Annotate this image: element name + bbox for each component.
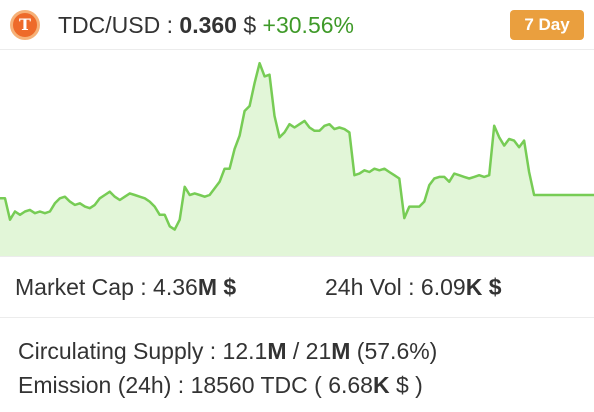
price-chart (0, 50, 594, 256)
circulating-supply-value: 12.1 (222, 338, 268, 364)
market-cap-stat: Market Cap : 4.36M $ (15, 273, 236, 301)
emission-amount: 18560 TDC ( 6.68 (190, 372, 373, 398)
volume-stat: 24h Vol : 6.09K $ (325, 273, 502, 301)
max-supply-unit: M (331, 338, 351, 364)
pair-separator: : (160, 12, 180, 38)
emission-unit: K (372, 372, 390, 398)
supply-slash: / (286, 338, 306, 364)
price-change-percent: +30.56% (262, 12, 354, 38)
chart-price-line (0, 61, 594, 231)
price-currency: $ (236, 12, 263, 38)
price-chart-svg (0, 61, 594, 256)
volume-label: 24h Vol : (325, 274, 421, 300)
market-cap-unit: M (197, 274, 217, 300)
price-header: T TDC/USD : 0.360 $ +30.56% 7 Day (0, 0, 594, 50)
emission-line: Emission (24h) : 18560 TDC ( 6.68K $ ) (18, 368, 437, 402)
supply-percent: (57.6%) (350, 338, 438, 364)
emission-tail: $ ) (389, 372, 423, 398)
supply-info: Circulating Supply : 12.1M / 21M (57.6%)… (18, 334, 437, 402)
price-title: TDC/USD : 0.360 $ +30.56% (58, 11, 354, 39)
coin-logo-icon: T (10, 10, 40, 40)
current-price: 0.360 (179, 12, 237, 38)
circulating-supply-line: Circulating Supply : 12.1M / 21M (57.6%) (18, 334, 437, 368)
chart-area-fill (0, 63, 594, 256)
volume-currency: $ (482, 274, 502, 300)
volume-unit: K (465, 274, 483, 300)
market-cap-label: Market Cap : (15, 274, 154, 300)
market-cap-currency: $ (216, 274, 237, 300)
emission-label: Emission (24h) : (18, 372, 191, 398)
volume-value: 6.09 (420, 274, 466, 300)
time-range-button[interactable]: 7 Day (510, 10, 584, 40)
trading-pair: TDC/USD (58, 12, 161, 38)
coin-logo-letter: T (19, 15, 31, 34)
circulating-supply-unit: M (267, 338, 287, 364)
circulating-supply-label: Circulating Supply : (18, 338, 223, 364)
max-supply-value: 21 (305, 338, 332, 364)
market-cap-value: 4.36 (153, 274, 198, 300)
market-stats-row: Market Cap : 4.36M $ 24h Vol : 6.09K $ (0, 256, 594, 318)
